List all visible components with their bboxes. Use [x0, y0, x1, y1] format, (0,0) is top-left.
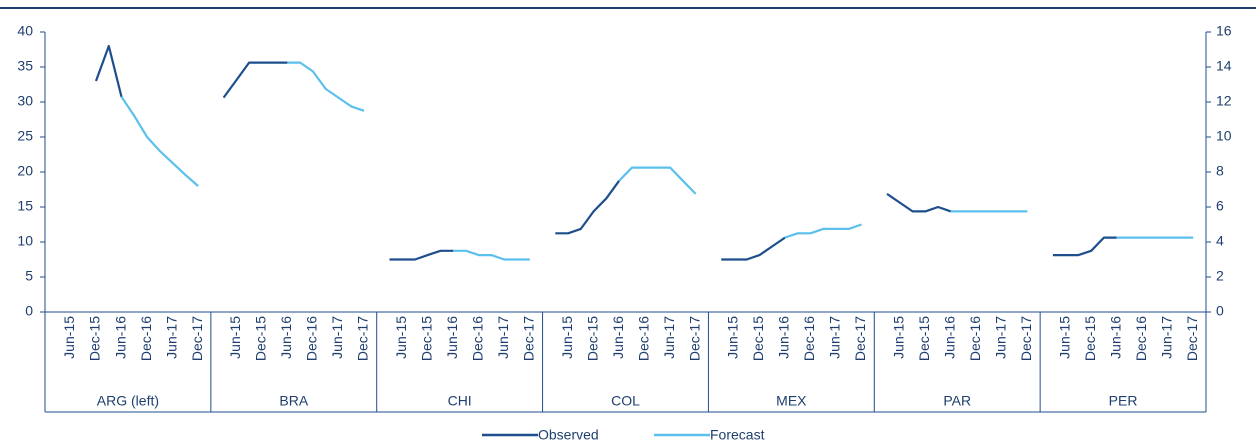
series-line	[222, 61, 288, 99]
x-tick-label: Jun-17	[661, 316, 677, 359]
x-tick-label: Dec-15	[418, 316, 434, 361]
x-tick-label: Dec-17	[189, 316, 205, 361]
x-tick-label: Jun-16	[610, 316, 626, 359]
x-tick-label: Dec-17	[1018, 316, 1034, 361]
y-tick-label: 15	[17, 198, 33, 214]
panel-label: ARG (left)	[97, 393, 159, 409]
series-line	[886, 192, 952, 213]
x-tick-label: Jun-16	[444, 316, 460, 359]
x-tick-label: Jun-17	[993, 316, 1009, 359]
x-tick-label: Dec-16	[469, 316, 485, 361]
y2-tick-label: 8	[1216, 163, 1224, 179]
series-line	[287, 61, 365, 112]
x-tick-label: Dec-15	[584, 316, 600, 361]
x-tick-label: Jun-16	[942, 316, 958, 359]
x-tick-label: Dec-16	[304, 316, 320, 361]
series-line	[1052, 236, 1117, 257]
x-tick-label: Jun-15	[891, 316, 907, 359]
x-tick-label: Jun-17	[1158, 316, 1174, 359]
series-line	[618, 166, 697, 195]
x-tick-label: Jun-16	[776, 316, 792, 359]
y2-tick-label: 16	[1216, 23, 1232, 39]
x-tick-label: Dec-15	[87, 316, 103, 361]
y-tick-label: 20	[17, 163, 33, 179]
x-tick-label: Dec-17	[521, 316, 537, 361]
x-tick-label: Jun-15	[393, 316, 409, 359]
y2-tick-label: 2	[1216, 268, 1224, 284]
y-tick-label: 35	[17, 58, 33, 74]
y2-tick-label: 10	[1216, 128, 1232, 144]
x-tick-label: Jun-15	[1056, 316, 1072, 359]
x-tick-label: Jun-17	[163, 316, 179, 359]
x-tick-label: Dec-16	[138, 316, 154, 361]
x-tick-label: Jun-15	[559, 316, 575, 359]
x-tick-label: Dec-17	[1184, 316, 1200, 361]
legend-label: Observed	[538, 427, 599, 443]
y-tick-label: 10	[17, 233, 33, 249]
panel-label: CHI	[448, 393, 472, 409]
x-tick-label: Jun-15	[61, 316, 77, 359]
x-tick-label: Jun-16	[1107, 316, 1123, 359]
series-line	[453, 249, 530, 261]
y2-tick-label: 12	[1216, 93, 1232, 109]
x-tick-label: Dec-17	[686, 316, 702, 361]
y-tick-label: 25	[17, 128, 33, 144]
series-line	[94, 44, 123, 98]
y2-tick-label: 6	[1216, 198, 1224, 214]
y-tick-label: 5	[25, 268, 33, 284]
panel-label: PER	[1109, 393, 1138, 409]
panel-label: MEX	[776, 393, 807, 409]
x-tick-label: Dec-16	[967, 316, 983, 361]
y2-tick-label: 4	[1216, 233, 1224, 249]
y2-tick-label: 14	[1216, 58, 1232, 74]
x-tick-label: Dec-16	[635, 316, 651, 361]
x-tick-label: Dec-15	[916, 316, 932, 361]
x-tick-label: Jun-16	[278, 316, 294, 359]
panel-label: PAR	[943, 393, 971, 409]
x-tick-label: Jun-17	[827, 316, 843, 359]
series-line	[784, 223, 862, 239]
series-line	[555, 180, 620, 235]
series-line	[120, 96, 199, 187]
x-tick-label: Dec-15	[750, 316, 766, 361]
x-tick-label: Jun-15	[227, 316, 243, 359]
x-tick-label: Jun-16	[112, 316, 128, 359]
panel-label: COL	[611, 393, 640, 409]
x-tick-label: Dec-15	[253, 316, 269, 361]
y-tick-label: 30	[17, 93, 33, 109]
series-line	[389, 249, 454, 261]
x-tick-label: Dec-17	[355, 316, 371, 361]
panel-label: BRA	[279, 393, 308, 409]
y2-tick-label: 0	[1216, 303, 1224, 319]
y-tick-label: 0	[25, 303, 33, 319]
x-tick-label: Dec-17	[852, 316, 868, 361]
x-tick-label: Jun-17	[329, 316, 345, 359]
legend-label: Forecast	[710, 427, 765, 443]
series-line	[721, 236, 786, 261]
y-tick-label: 40	[17, 23, 33, 39]
x-tick-label: Jun-17	[495, 316, 511, 359]
x-tick-label: Dec-15	[1082, 316, 1098, 361]
x-tick-label: Dec-16	[801, 316, 817, 361]
x-tick-label: Dec-16	[1133, 316, 1149, 361]
x-tick-label: Jun-15	[725, 316, 741, 359]
